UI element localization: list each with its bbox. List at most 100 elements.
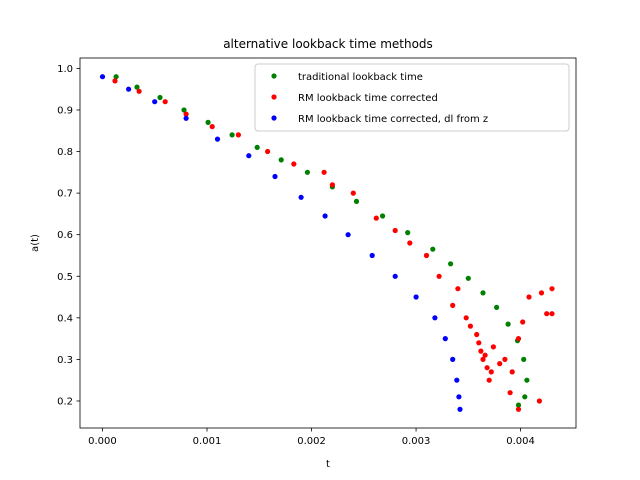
data-point [369,252,375,259]
legend-marker-rm-dl-from-z [271,115,277,121]
x-tick-label: 0.000 [88,436,117,447]
data-point [423,252,430,259]
data-point [455,286,461,292]
legend-marker-rm-corrected [271,94,277,100]
data-point [549,311,555,317]
data-point [454,377,460,383]
data-point [229,132,235,138]
data-point [246,153,252,159]
legend-label-rm-dl-from-z: RM lookback time corrected, dl from z [298,114,488,125]
data-point [515,406,522,412]
data-point [490,344,496,350]
data-point [450,356,456,362]
data-point [134,84,140,90]
data-point [505,321,511,327]
legend-box [254,63,570,132]
data-point [494,304,500,310]
data-point [526,294,532,300]
y-tick-label: 0.9 [57,105,73,116]
y-tick-label: 0.3 [57,355,73,366]
x-tick-label: 0.004 [506,436,535,447]
data-point [136,88,142,94]
data-point [430,246,436,252]
data-point [432,315,438,321]
data-point [392,227,398,234]
x-axis-label: t [326,459,330,470]
data-point [345,232,351,238]
data-point [392,273,398,279]
data-point [448,261,454,267]
data-point [488,369,494,375]
chart-title: alternative lookback time methods [223,37,433,51]
data-point [509,369,515,375]
data-point [524,377,530,383]
data-point [321,169,327,175]
data-point [157,94,163,101]
y-tick-label: 1.0 [57,64,73,75]
data-point [291,161,297,167]
data-point [442,336,448,342]
data-point [350,190,356,196]
data-point [322,213,328,219]
data-point [467,323,473,329]
x-tick-label: 0.001 [193,436,222,447]
data-point [522,394,528,400]
plot-area [79,57,577,429]
data-point [456,394,462,400]
data-points [99,74,555,412]
data-point [235,132,241,138]
data-point [113,74,119,80]
x-tick-label: 0.002 [297,436,326,447]
data-point [272,173,278,180]
axes-frame [79,57,577,429]
data-point [298,194,304,200]
series-0 [113,74,530,408]
series-2 [99,74,463,412]
data-point [405,230,411,236]
y-tick-label: 0.8 [57,147,73,158]
y-axis-ticks: 0.2 0.3 0.4 0.5 0.6 0.7 0.8 0.9 1.0 [57,64,80,407]
x-axis-ticks: 0.000 0.001 0.002 0.003 0.004 [88,428,535,447]
y-tick-label: 0.2 [57,396,73,407]
data-point [209,124,215,130]
data-point [436,273,442,279]
data-point [254,144,260,150]
data-point [474,331,480,338]
data-point [478,348,484,354]
data-point [183,115,189,121]
data-point [544,311,550,317]
data-point [205,119,211,125]
data-point [152,99,158,105]
y-tick-label: 0.6 [57,230,73,241]
data-point [181,107,187,113]
data-point [465,275,471,281]
legend: traditional lookback time RM lookback ti… [254,63,570,132]
data-point [183,111,189,117]
data-point [413,294,419,300]
data-point [304,169,310,175]
y-tick-label: 0.4 [57,313,73,324]
data-point [486,377,492,383]
data-point [520,319,526,325]
data-point [549,286,555,292]
data-point [99,74,106,80]
data-point [126,86,132,92]
y-axis-label: a(t) [30,234,41,252]
data-point [407,240,413,246]
legend-label-traditional: traditional lookback time [298,72,423,83]
data-point [484,365,490,371]
series-1 [112,78,555,412]
data-point [463,315,469,321]
data-point [515,402,522,408]
data-point [457,406,463,412]
data-point [380,213,386,219]
data-point [278,157,284,163]
data-point [214,136,221,142]
data-point [162,99,168,105]
data-point [507,390,513,396]
y-tick-label: 0.5 [57,272,73,283]
data-point [373,215,379,221]
data-point [265,148,271,155]
data-point [450,302,456,308]
